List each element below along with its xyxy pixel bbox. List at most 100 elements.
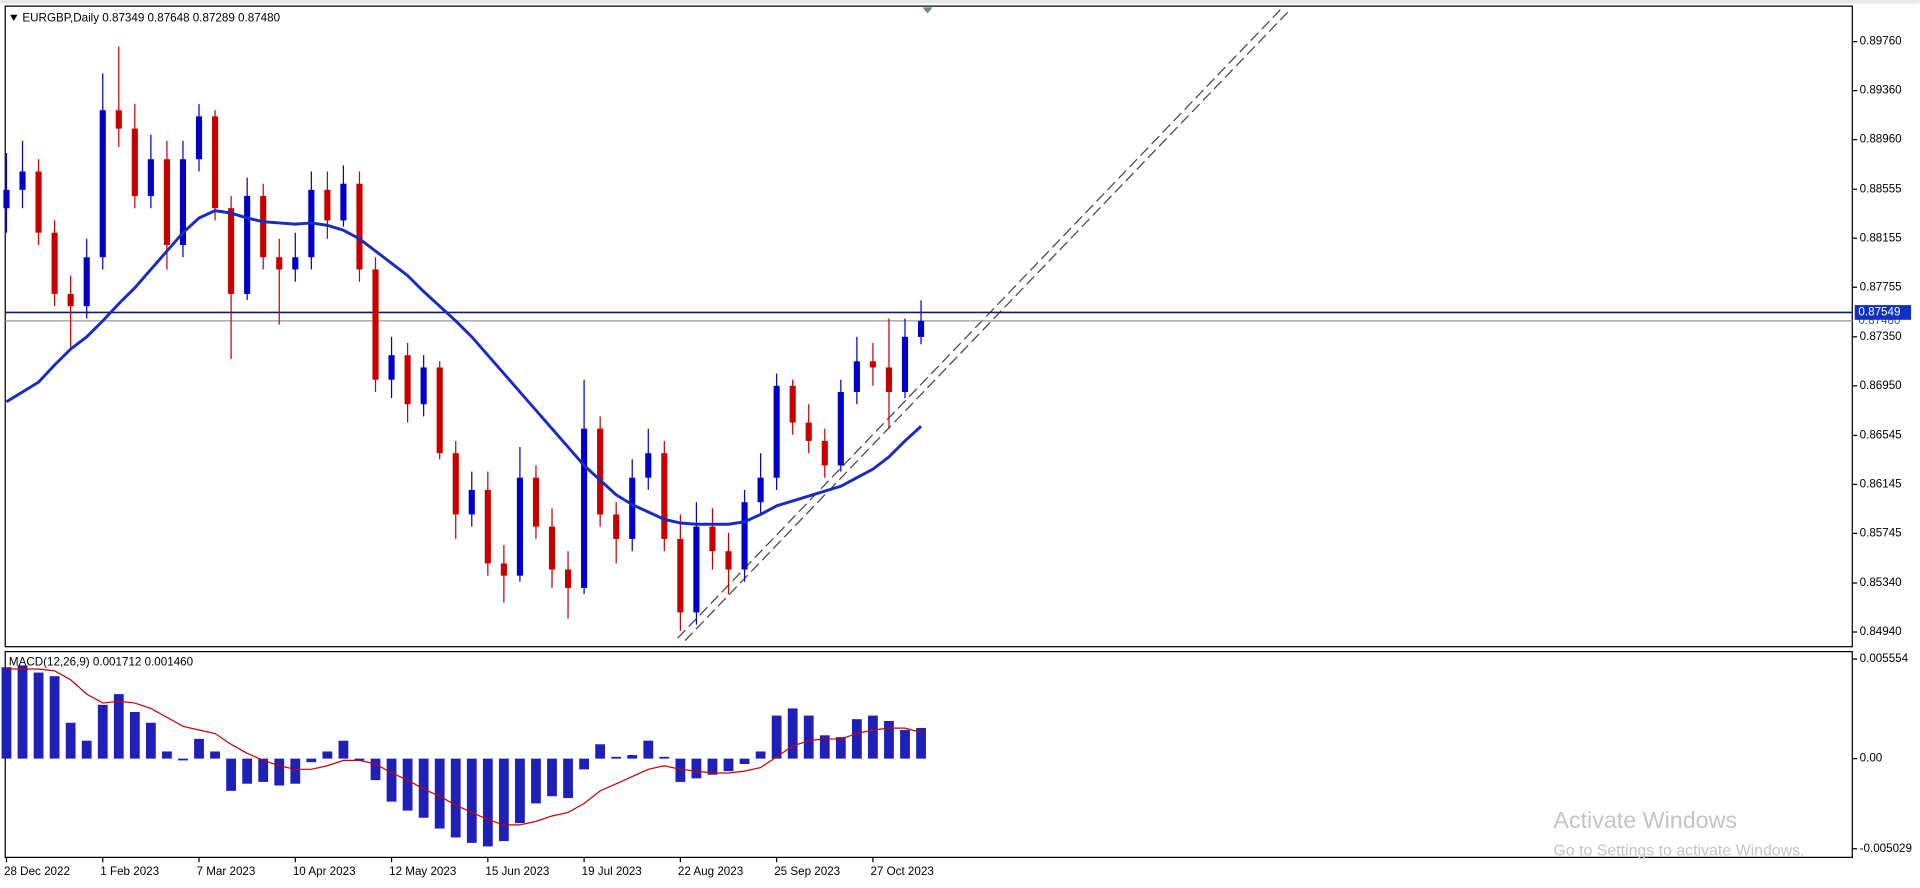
watermark-subtitle: Go to Settings to activate Windows. (1553, 842, 1804, 859)
y-tick-label: 0.85340 (1860, 576, 1903, 589)
candle-body (532, 477, 540, 527)
candle-body (901, 336, 909, 392)
y-tick-label: 0.86145 (1860, 477, 1902, 490)
candle-body (661, 453, 668, 539)
x-tick-label: 15 Jun 2023 (485, 865, 549, 878)
candle-body (276, 257, 283, 270)
histogram-bar (498, 758, 509, 842)
candle-body (821, 440, 828, 466)
x-tick-label: 12 May 2023 (389, 865, 456, 878)
histogram-bar (482, 758, 493, 847)
histogram-bar (162, 751, 172, 759)
histogram-bar (771, 715, 782, 759)
candle-body (597, 428, 604, 515)
y-tick-label: 0.88960 (1860, 133, 1903, 146)
candle-body (548, 526, 556, 570)
candle-body (645, 453, 652, 478)
histogram-bar (835, 737, 846, 759)
y-tick-label: 0.87755 (1860, 280, 1902, 293)
candle-body (500, 563, 507, 576)
candle-body (613, 514, 620, 539)
level-label: 0.87549 (1858, 306, 1900, 319)
x-tick-label: 19 Jul 2023 (582, 865, 642, 878)
histogram-bar (306, 758, 317, 763)
x-tick-label: 27 Oct 2023 (870, 865, 933, 878)
candle-body (757, 477, 764, 503)
histogram-bar (434, 758, 445, 829)
candle-body (869, 361, 876, 368)
y-tick-label: 0.85745 (1860, 526, 1902, 539)
candle-body (356, 183, 363, 270)
histogram-bar (338, 740, 349, 759)
histogram-bar (643, 740, 654, 759)
histogram-bar (868, 715, 878, 759)
candle-body (677, 538, 684, 613)
histogram-bar (322, 751, 333, 759)
histogram-bar (97, 704, 108, 759)
candle-body (436, 367, 443, 454)
candle-body (452, 453, 459, 515)
candle-body (805, 422, 812, 441)
histogram-bar (145, 722, 156, 759)
histogram-bar (707, 758, 718, 775)
signal-line (6, 668, 922, 826)
candle-body (516, 477, 523, 576)
histogram-bar (33, 672, 44, 759)
candle-body (340, 183, 347, 221)
candle-body (741, 502, 748, 570)
candle-body (163, 159, 170, 245)
histogram-bar (755, 751, 766, 759)
candle-body (564, 569, 572, 588)
watermark-title: Activate Windows (1553, 807, 1737, 833)
histogram-bar (563, 758, 573, 799)
histogram-bar (547, 758, 557, 797)
candle-body (67, 293, 74, 307)
x-tick-label: 10 Apr 2023 (293, 865, 356, 878)
histogram-bar (611, 756, 622, 759)
histogram-bar (787, 708, 798, 759)
candle-body (131, 128, 138, 196)
y-tick-label: 0.84940 (1860, 625, 1903, 638)
candle-body (773, 385, 780, 478)
histogram-bar (17, 665, 28, 759)
candle-body (581, 428, 588, 588)
histogram-bar (386, 758, 397, 802)
x-tick-label: 28 Dec 2022 (4, 865, 70, 878)
histogram-bar (691, 758, 702, 779)
histogram-bar (402, 758, 413, 811)
candle-body (885, 367, 893, 392)
y-tick-label: 0.88555 (1860, 182, 1902, 195)
y-tick-label: 0.00 (1860, 752, 1883, 765)
histogram-bar (258, 758, 269, 782)
x-tick-label: 25 Sep 2023 (774, 865, 840, 878)
histogram-bar (49, 676, 60, 759)
candle-body (115, 110, 122, 129)
trendline (684, 11, 1289, 642)
histogram-bar (723, 758, 734, 772)
y-tick-label: 0.89360 (1860, 84, 1903, 97)
top-strip (0, 0, 1920, 4)
histogram-bar (450, 758, 461, 838)
histogram-bar (210, 751, 220, 759)
candle-body (420, 367, 427, 405)
candle-body (853, 361, 860, 392)
histogram-bar (803, 715, 814, 759)
y-tick-label: 0.005554 (1860, 652, 1909, 665)
candle-body (388, 355, 395, 380)
candle-body (195, 116, 203, 160)
x-tick-label: 7 Mar 2023 (197, 865, 256, 878)
candle-body (837, 391, 844, 466)
candles (3, 46, 925, 631)
histogram-bar (531, 758, 541, 804)
histogram-bar (129, 712, 140, 759)
histogram-bar (579, 758, 589, 770)
histogram-bar (659, 756, 670, 759)
candle-body (51, 232, 58, 294)
candle-body (693, 526, 700, 613)
y-tick-label: 0.86545 (1860, 429, 1902, 442)
level-label-box (1854, 305, 1912, 320)
candle-body (260, 195, 267, 258)
histogram-bar (1, 667, 12, 759)
